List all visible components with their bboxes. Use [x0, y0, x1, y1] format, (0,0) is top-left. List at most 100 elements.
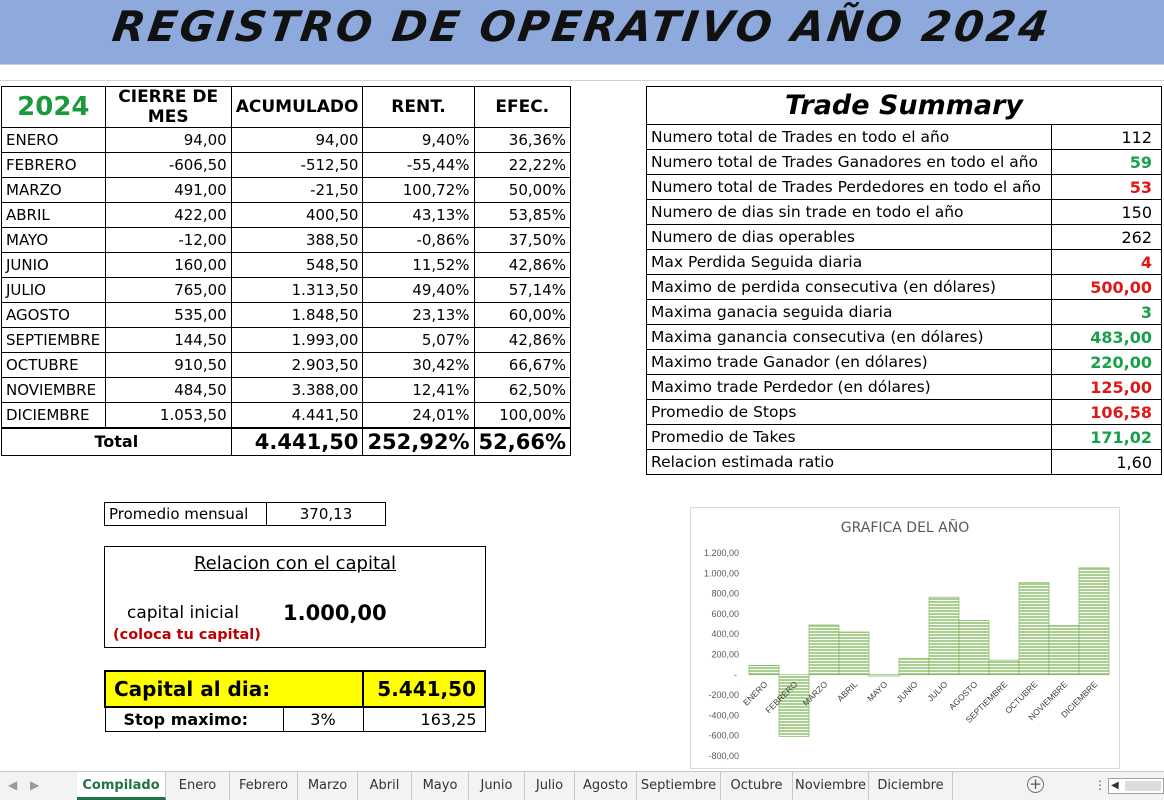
total-rent[interactable]: 252,92% — [362, 427, 475, 456]
summary-label[interactable]: Maximo de perdida consecutiva (en dólare… — [646, 274, 1052, 300]
cierre-cell[interactable]: 160,00 — [104, 252, 232, 278]
stop-value[interactable]: 163,25 — [362, 706, 486, 732]
efec-cell[interactable]: 50,00% — [473, 177, 572, 203]
bar-agosto[interactable] — [958, 620, 990, 676]
summary-value[interactable]: 53 — [1051, 174, 1162, 200]
bar-noviembre[interactable] — [1048, 625, 1080, 676]
rent-cell[interactable]: 9,40% — [362, 127, 475, 153]
month-label[interactable]: JULIO — [1, 277, 106, 303]
month-label[interactable]: FEBRERO — [1, 152, 106, 178]
acumulado-cell[interactable]: 2.903,50 — [230, 352, 364, 378]
month-label[interactable]: ENERO — [1, 127, 106, 153]
bar-octubre[interactable] — [1018, 582, 1050, 676]
rent-cell[interactable]: 49,40% — [362, 277, 475, 303]
efec-cell[interactable]: 36,36% — [473, 127, 572, 153]
month-label[interactable]: OCTUBRE — [1, 352, 106, 378]
efec-cell[interactable]: 22,22% — [473, 152, 572, 178]
bar-septiembre[interactable] — [988, 659, 1020, 676]
summary-value[interactable]: 171,02 — [1051, 424, 1162, 450]
trade-summary-title[interactable]: Trade Summary — [646, 86, 1162, 125]
cierre-cell[interactable]: 94,00 — [104, 127, 232, 153]
month-label[interactable]: SEPTIEMBRE — [1, 327, 106, 353]
month-label[interactable]: JUNIO — [1, 252, 106, 278]
summary-value[interactable]: 262 — [1051, 224, 1162, 250]
acumulado-cell[interactable]: -512,50 — [230, 152, 364, 178]
month-label[interactable]: MARZO — [1, 177, 106, 203]
rent-cell[interactable]: 12,41% — [362, 377, 475, 403]
summary-label[interactable]: Maxima ganancia consecutiva (en dólares) — [646, 324, 1052, 350]
sheet-tab-septiembre[interactable]: Septiembre — [637, 772, 721, 800]
efec-cell[interactable]: 60,00% — [473, 302, 572, 328]
month-label[interactable]: NOVIEMBRE — [1, 377, 106, 403]
summary-value[interactable]: 59 — [1051, 149, 1162, 175]
acumulado-cell[interactable]: 1.993,00 — [230, 327, 364, 353]
acumulado-cell[interactable]: 1.313,50 — [230, 277, 364, 303]
bar-diciembre[interactable] — [1078, 567, 1110, 676]
month-label[interactable]: AGOSTO — [1, 302, 106, 328]
rent-cell[interactable]: 24,01% — [362, 402, 475, 428]
cierre-cell[interactable]: 765,00 — [104, 277, 232, 303]
cierre-cell[interactable]: 910,50 — [104, 352, 232, 378]
sheet-tab-octubre[interactable]: Octubre — [721, 772, 793, 800]
sheet-tab-mayo[interactable]: Mayo — [412, 772, 469, 800]
summary-value[interactable]: 1,60 — [1051, 449, 1162, 475]
summary-label[interactable]: Max Perdida Seguida diaria — [646, 249, 1052, 275]
stop-percent[interactable]: 3% — [282, 706, 364, 732]
capital-dia-value[interactable]: 5.441,50 — [362, 670, 486, 708]
summary-label[interactable]: Promedio de Stops — [646, 399, 1052, 425]
acumulado-cell[interactable]: 4.441,50 — [230, 402, 364, 428]
summary-label[interactable]: Relacion estimada ratio — [646, 449, 1052, 475]
promedio-value[interactable]: 370,13 — [266, 502, 386, 526]
cierre-cell[interactable]: 144,50 — [104, 327, 232, 353]
bar-julio[interactable] — [928, 596, 960, 676]
bar-enero[interactable] — [748, 664, 780, 676]
rent-cell[interactable]: 11,52% — [362, 252, 475, 278]
sheet-tab-compilado[interactable]: Compilado — [77, 772, 166, 800]
bar-junio[interactable] — [898, 658, 930, 676]
acumulado-cell[interactable]: 400,50 — [230, 202, 364, 228]
scrollbar-thumb[interactable] — [1125, 781, 1161, 791]
summary-value[interactable]: 4 — [1051, 249, 1162, 275]
rent-cell[interactable]: 43,13% — [362, 202, 475, 228]
summary-label[interactable]: Promedio de Takes — [646, 424, 1052, 450]
acumulado-cell[interactable]: 1.848,50 — [230, 302, 364, 328]
acumulado-cell[interactable]: -21,50 — [230, 177, 364, 203]
summary-label[interactable]: Numero de dias sin trade en todo el año — [646, 199, 1052, 225]
efec-cell[interactable]: 100,00% — [473, 402, 572, 428]
cierre-cell[interactable]: 422,00 — [104, 202, 232, 228]
total-acumulado[interactable]: 4.441,50 — [230, 427, 364, 456]
efec-cell[interactable]: 37,50% — [473, 227, 572, 253]
month-label[interactable]: ABRIL — [1, 202, 106, 228]
month-label[interactable]: MAYO — [1, 227, 106, 253]
scroll-left-arrow-icon[interactable]: ◀ — [1111, 780, 1119, 791]
summary-value[interactable]: 106,58 — [1051, 399, 1162, 425]
sheet-tab-febrero[interactable]: Febrero — [230, 772, 298, 800]
acumulado-cell[interactable]: 3.388,00 — [230, 377, 364, 403]
rent-header[interactable]: RENT. — [362, 86, 475, 128]
cierre-cell[interactable]: 1.053,50 — [104, 402, 232, 428]
efec-cell[interactable]: 66,67% — [473, 352, 572, 378]
stop-label[interactable]: Stop maximo: — [104, 706, 284, 732]
cierre-header[interactable]: CIERRE DE MES — [104, 86, 232, 128]
rent-cell[interactable]: -55,44% — [362, 152, 475, 178]
capital-input[interactable]: 1.000,00 — [283, 601, 387, 625]
promedio-label[interactable]: Promedio mensual — [104, 502, 267, 526]
cierre-cell[interactable]: 484,50 — [104, 377, 232, 403]
efec-cell[interactable]: 53,85% — [473, 202, 572, 228]
bar-marzo[interactable] — [808, 624, 840, 676]
summary-label[interactable]: Maximo trade Perdedor (en dólares) — [646, 374, 1052, 400]
sheet-tab-noviembre[interactable]: Noviembre — [793, 772, 869, 800]
sheet-tab-abril[interactable]: Abril — [358, 772, 412, 800]
month-label[interactable]: DICIEMBRE — [1, 402, 106, 428]
scroll-right-icon[interactable]: ▶ — [30, 778, 40, 792]
bar-mayo[interactable] — [868, 674, 900, 677]
bar-febrero[interactable] — [778, 674, 810, 737]
efec-cell[interactable]: 42,86% — [473, 252, 572, 278]
total-label[interactable]: Total — [1, 427, 232, 456]
sheet-tab-julio[interactable]: Julio — [525, 772, 575, 800]
scroll-left-icon[interactable]: ◀ — [8, 778, 18, 792]
summary-label[interactable]: Maxima ganacia seguida diaria — [646, 299, 1052, 325]
cierre-cell[interactable]: -606,50 — [104, 152, 232, 178]
rent-cell[interactable]: 100,72% — [362, 177, 475, 203]
year-header[interactable]: 2024 — [1, 86, 106, 128]
